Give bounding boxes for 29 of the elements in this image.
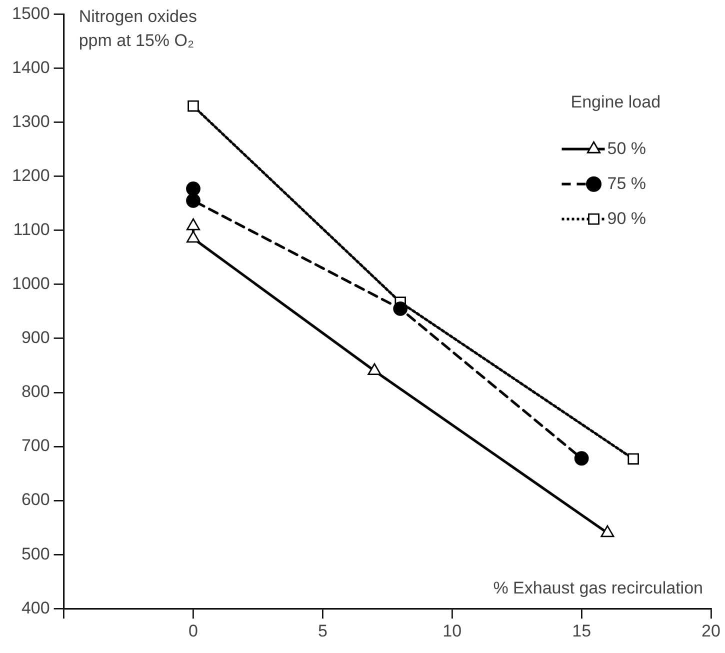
y-tick-label: 700 (21, 436, 50, 456)
x-tick-label: 15 (572, 621, 592, 640)
x-tick-label: 20 (702, 621, 720, 640)
legend-label: 75 % (607, 174, 646, 193)
point (186, 193, 200, 208)
legend-label: 90 % (607, 208, 646, 228)
y-axis-title: Nitrogen oxides ppm at 15% O₂ (78, 7, 197, 50)
point (574, 451, 589, 466)
y-tick-label: 1200 (12, 166, 50, 185)
point (186, 182, 200, 196)
y-tick-label: 900 (21, 328, 50, 348)
y-tick-label: 1000 (12, 274, 50, 294)
x-axis-title: % Exhaust gas recirculation (493, 578, 703, 598)
legend-label: 50 % (607, 138, 646, 158)
y-tick-label: 1100 (13, 220, 50, 240)
y-tick-label: 500 (21, 544, 50, 564)
x-tick-label: 0 (188, 621, 198, 640)
point (393, 302, 408, 316)
x-tick-label: 5 (318, 621, 328, 640)
y-tick-label: 400 (21, 598, 50, 618)
point (188, 100, 199, 112)
y-tick-label: 800 (21, 382, 50, 402)
y-tick-label: 1300 (12, 112, 50, 131)
y-tick-label: 1400 (12, 58, 50, 77)
point (628, 453, 639, 465)
x-tick-label: 10 (442, 621, 462, 640)
y-tick-label: 600 (21, 490, 50, 510)
legend-title: Engine load (570, 92, 661, 112)
y-tick-label: 1500 (12, 4, 50, 23)
